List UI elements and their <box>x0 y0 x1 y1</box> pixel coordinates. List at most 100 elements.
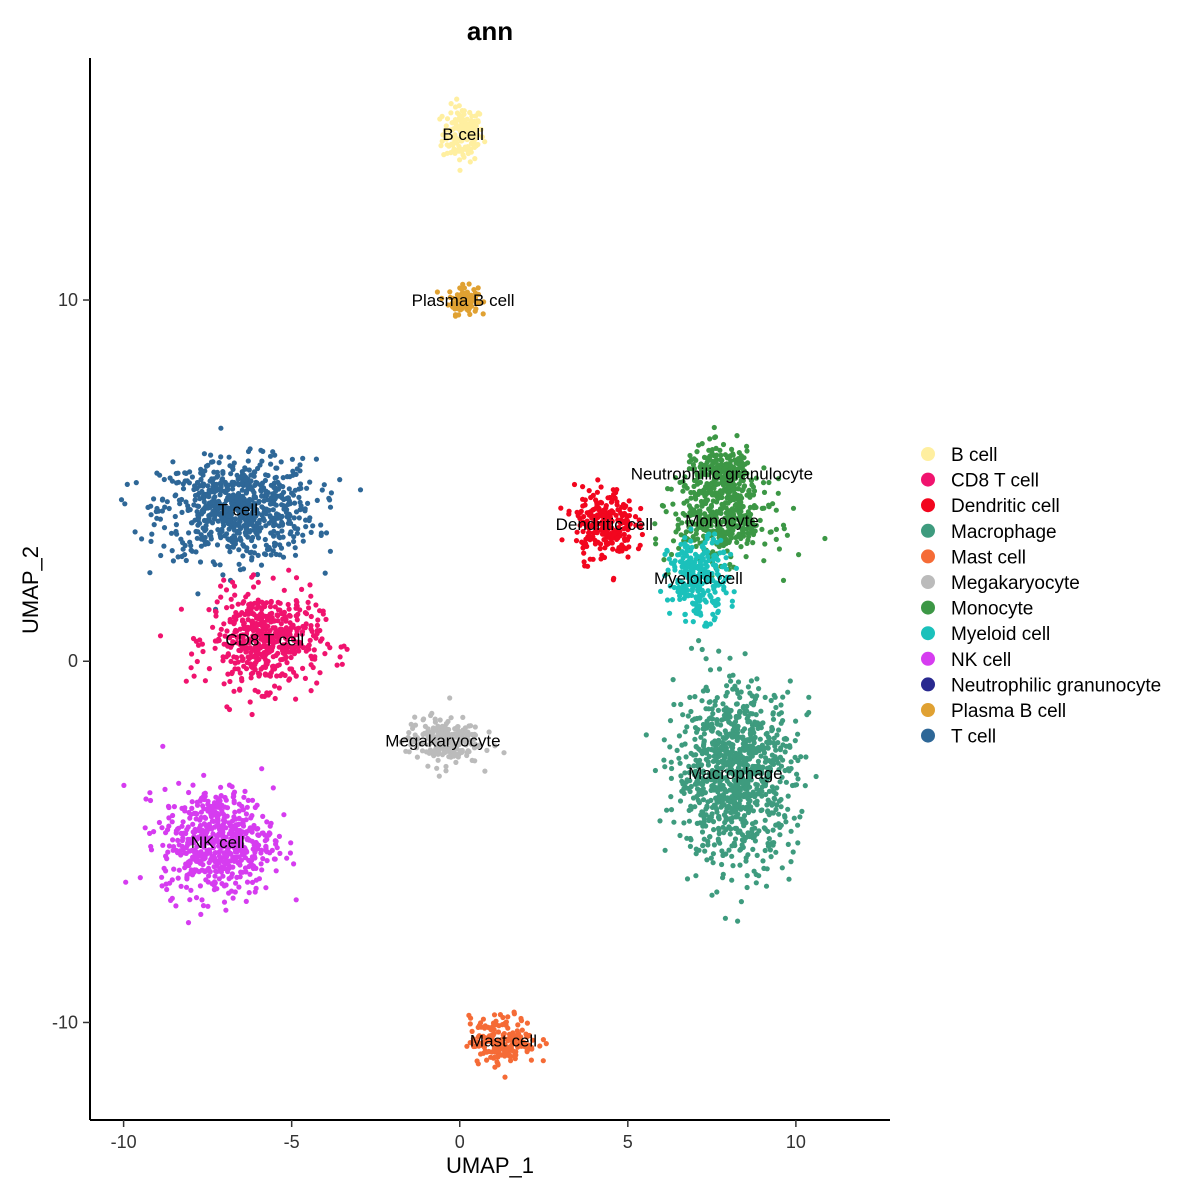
data-point <box>750 492 757 498</box>
data-point <box>337 654 343 660</box>
data-point <box>251 584 257 590</box>
data-point <box>754 676 760 682</box>
data-point <box>209 818 215 824</box>
data-point <box>246 837 252 843</box>
data-point <box>216 853 222 859</box>
data-point <box>278 621 284 627</box>
data-point <box>255 552 261 559</box>
data-point <box>214 474 220 480</box>
data-point <box>170 459 176 465</box>
data-point <box>286 567 292 573</box>
data-point <box>454 304 460 310</box>
data-point <box>681 500 687 506</box>
data-point <box>304 644 311 650</box>
data-point <box>699 441 705 447</box>
x-tick-label: -5 <box>284 1132 300 1152</box>
data-point <box>482 768 488 774</box>
data-point <box>276 534 282 540</box>
data-point <box>124 481 130 487</box>
data-point <box>688 783 694 790</box>
data-point <box>762 847 768 854</box>
data-point <box>727 799 733 805</box>
legend-label: CD8 T cell <box>951 471 1039 492</box>
data-point <box>412 714 418 720</box>
data-point <box>226 706 233 713</box>
data-point <box>213 823 219 829</box>
data-point <box>337 477 343 483</box>
data-point <box>785 806 791 812</box>
data-point <box>200 481 206 487</box>
data-point <box>468 118 474 124</box>
data-point <box>766 836 772 842</box>
data-point <box>190 821 196 827</box>
data-point <box>219 515 226 521</box>
data-point <box>449 135 455 141</box>
data-point <box>209 476 215 482</box>
data-point <box>652 767 659 774</box>
data-point <box>511 1011 517 1017</box>
data-point <box>321 482 327 488</box>
data-point <box>720 871 726 878</box>
data-point <box>727 673 733 679</box>
data-point <box>468 292 474 298</box>
chart-title: ann <box>467 16 513 46</box>
data-point <box>276 482 283 488</box>
data-point <box>751 505 757 511</box>
data-point <box>463 121 469 127</box>
data-point <box>679 520 685 526</box>
data-point <box>189 805 195 812</box>
data-point <box>627 506 633 512</box>
data-point <box>221 577 227 583</box>
data-point <box>715 557 721 563</box>
data-point <box>236 521 242 527</box>
data-point <box>673 511 679 517</box>
data-point <box>742 708 748 715</box>
data-point <box>581 550 587 556</box>
data-point <box>281 587 287 593</box>
data-point <box>218 510 224 516</box>
data-point <box>597 546 603 552</box>
data-point <box>688 708 694 715</box>
data-point <box>685 713 691 719</box>
data-point <box>587 556 593 562</box>
data-point <box>693 846 699 852</box>
data-point <box>174 480 180 486</box>
data-point <box>227 549 233 555</box>
data-point <box>763 731 769 737</box>
data-point <box>272 683 278 689</box>
data-point <box>739 495 745 501</box>
data-point <box>785 689 791 695</box>
data-point <box>760 858 766 864</box>
data-point <box>214 869 220 875</box>
data-point <box>254 622 261 628</box>
data-point <box>437 717 443 723</box>
data-point <box>195 522 201 528</box>
data-point <box>293 605 299 611</box>
data-point <box>756 828 762 834</box>
data-point <box>197 559 204 565</box>
data-point <box>712 434 718 441</box>
data-point <box>691 456 697 462</box>
data-point <box>700 743 707 749</box>
data-point <box>185 507 191 513</box>
data-point <box>761 747 767 753</box>
data-point <box>210 808 216 814</box>
data-point <box>482 139 488 145</box>
data-point <box>173 528 179 535</box>
data-point <box>778 796 784 803</box>
data-point <box>716 831 722 837</box>
data-point <box>761 558 767 564</box>
data-point <box>275 650 281 657</box>
data-point <box>461 154 467 160</box>
data-point <box>725 485 731 491</box>
data-point <box>217 802 223 808</box>
data-point <box>718 488 724 494</box>
data-point <box>243 532 249 538</box>
data-point <box>703 706 709 712</box>
data-point <box>785 841 791 848</box>
data-point <box>264 661 270 667</box>
data-point <box>242 465 248 471</box>
data-point <box>192 492 199 499</box>
data-point <box>166 823 172 829</box>
data-point <box>242 788 248 795</box>
